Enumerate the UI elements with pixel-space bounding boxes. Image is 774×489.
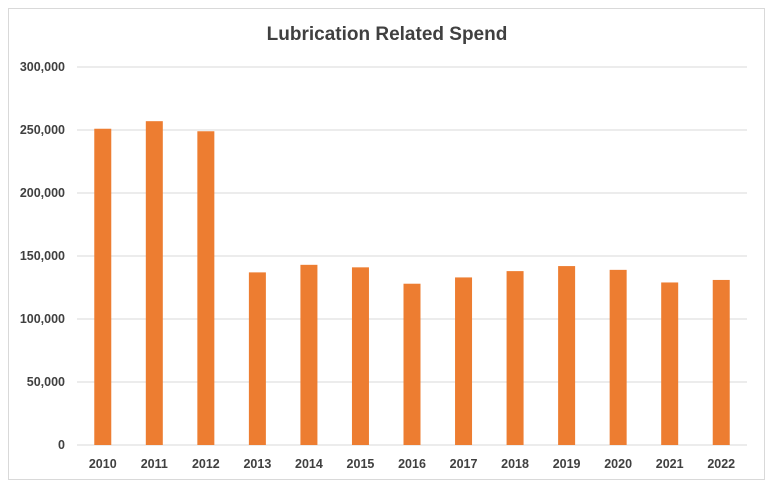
bar-2021 [661, 282, 679, 445]
bar-2016 [403, 283, 421, 445]
y-tick-label: 50,000 [27, 375, 65, 389]
bar-2014 [300, 264, 318, 445]
y-tick-label: 100,000 [20, 312, 65, 326]
bar-2017 [455, 277, 473, 445]
bar-2022 [712, 279, 730, 445]
x-tick-label: 2010 [89, 457, 117, 471]
y-axis-ticks: 0 50,000 100,000 150,000 200,000 250,000 300,0… [20, 60, 65, 452]
x-tick-label: 2013 [243, 457, 271, 471]
bar-2010 [94, 128, 112, 446]
x-tick-label: 2018 [501, 457, 529, 471]
x-tick-label: 2012 [192, 457, 220, 471]
x-tick-label: 2016 [398, 457, 426, 471]
y-tick-label: 250,000 [20, 123, 65, 137]
y-tick-label: 150,000 [20, 249, 65, 263]
x-tick-label: 2011 [141, 457, 168, 471]
bar-2019 [558, 266, 576, 445]
bars [94, 121, 730, 446]
x-tick-label: 2015 [347, 457, 375, 471]
x-tick-label: 2019 [553, 457, 581, 471]
x-tick-label: 2022 [707, 457, 735, 471]
y-tick-label: 0 [58, 438, 65, 452]
x-tick-label: 2020 [604, 457, 632, 471]
x-tick-label: 2021 [656, 457, 684, 471]
x-tick-label: 2017 [450, 457, 478, 471]
bar-2018 [506, 271, 524, 445]
bar-2020 [609, 269, 627, 445]
x-tick-label: 2014 [295, 457, 323, 471]
bar-2013 [248, 272, 266, 445]
chart-frame [8, 8, 765, 480]
bar-2012 [197, 131, 215, 445]
y-tick-label: 300,000 [20, 60, 65, 74]
chart-title: Lubrication Related Spend [266, 24, 508, 45]
y-tick-label: 200,000 [20, 186, 65, 200]
bar-2015 [351, 267, 369, 445]
x-axis-ticks: 2010 2011 2012 2013 2014 2015 2016 2017 2018 2019… [89, 457, 735, 471]
bar-2011 [145, 121, 163, 446]
